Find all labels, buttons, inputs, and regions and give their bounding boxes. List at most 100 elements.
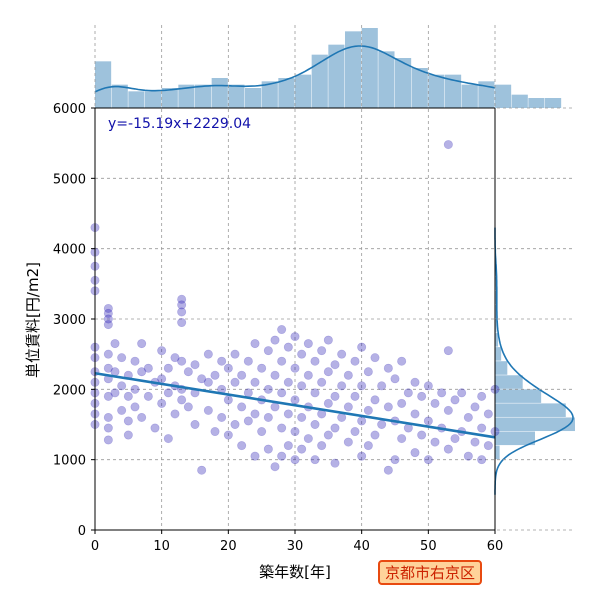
data-point [203,405,213,415]
marginal-x-bar [211,78,228,108]
data-point [443,405,453,415]
data-point [283,377,293,387]
data-point [303,370,313,380]
district-badge: 京都市右京区 [378,560,483,585]
y-tick-label: 1000 [53,454,86,469]
data-point [237,402,247,412]
data-point [270,370,280,380]
data-point [403,388,413,398]
marginal-x-bar [528,98,545,108]
data-point [250,451,260,461]
data-point [197,374,207,384]
marginal-x-bar [495,84,512,108]
data-point [103,303,113,313]
data-point [250,409,260,419]
data-point [230,349,240,359]
data-point [130,384,140,394]
data-point [243,416,253,426]
marginal-x-histogram [94,28,562,108]
data-point [103,314,113,324]
data-point [170,409,180,419]
data-point [383,402,393,412]
data-point [383,363,393,373]
data-point [343,402,353,412]
data-point [163,388,173,398]
data-point [483,441,493,451]
data-point [103,423,113,433]
data-point [370,395,380,405]
data-point [270,402,280,412]
data-point [323,398,333,408]
x-tick-label: 60 [487,539,504,554]
data-point [483,409,493,419]
x-tick-label: 50 [420,539,437,554]
marginal-x-bar [161,88,178,108]
data-point [177,300,187,310]
data-point [177,395,187,405]
data-point [297,381,307,391]
data-point [270,335,280,345]
data-point [363,441,373,451]
marginal-y-bar [495,389,542,403]
marginal-x-bar [195,84,212,108]
data-point [450,395,460,405]
data-point [123,416,133,426]
marginal-x-bar [311,54,328,108]
marginal-y-bar [495,445,500,460]
data-point [177,318,187,328]
data-point [350,427,360,437]
data-point [463,412,473,422]
data-point [330,458,340,468]
data-point [203,377,213,387]
data-point [310,419,320,429]
data-point [470,402,480,412]
data-point [223,395,233,405]
y-tick-label: 5000 [53,172,86,187]
data-point [250,339,260,349]
data-point [350,356,360,366]
data-point [423,455,433,465]
x-tick-label: 40 [353,539,370,554]
data-point [443,444,453,454]
marginal-x-bar [361,28,378,108]
data-point [357,342,367,352]
data-point [297,444,307,454]
data-point [303,434,313,444]
data-point [337,349,347,359]
data-point [190,419,200,429]
data-point [243,388,253,398]
marginal-y-bar [495,333,499,347]
x-axis-label: 築年数[年] [259,563,331,581]
data-point [277,325,287,335]
data-point [277,423,287,433]
x-tick-label: 30 [287,539,304,554]
data-point [157,374,167,384]
data-point [223,430,233,440]
data-point [177,294,187,304]
data-point [263,346,273,356]
data-point [137,367,147,377]
data-point [377,419,387,429]
data-point [103,435,113,445]
data-point [330,360,340,370]
marginal-x-bar [128,91,145,108]
data-point [363,367,373,377]
data-point [117,381,127,391]
y-tick-label: 3000 [53,313,86,328]
data-point [197,465,207,475]
data-point [423,381,433,391]
data-point [430,437,440,447]
data-point [390,374,400,384]
data-point [383,465,393,475]
marginal-x-bar [328,44,345,108]
data-point [370,353,380,363]
data-point [357,416,367,426]
data-point [103,349,113,359]
data-point [163,363,173,373]
data-point [257,363,267,373]
data-point [103,320,113,330]
data-point [390,455,400,465]
data-point [103,391,113,401]
data-point [343,437,353,447]
